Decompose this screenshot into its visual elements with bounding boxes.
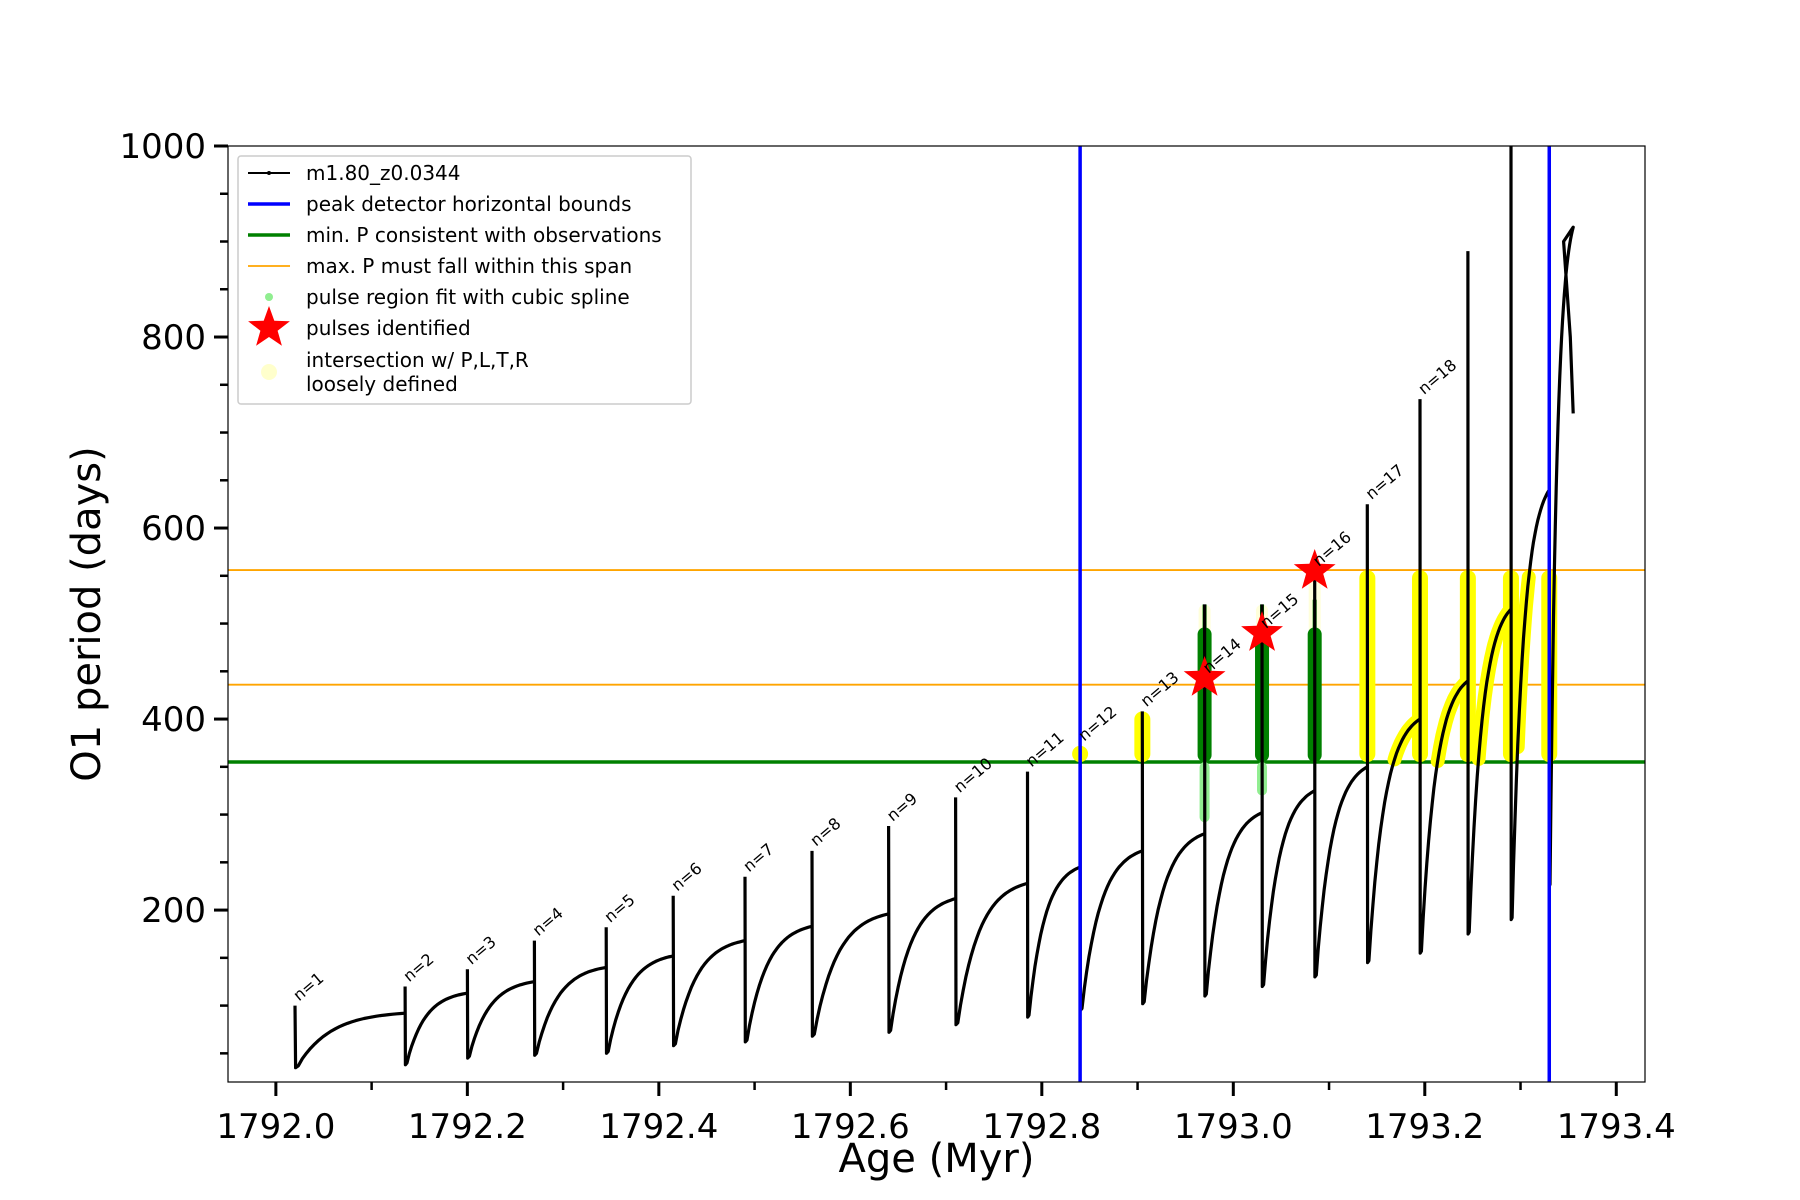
model-track-segment-17	[1365, 504, 1421, 965]
model-track-segment-9	[887, 825, 957, 1034]
legend-label-2: peak detector horizontal bounds	[306, 192, 632, 216]
y-tick-label-2: 600	[141, 509, 206, 549]
legend-label-5: pulse region fit with cubic spline	[306, 285, 630, 309]
y-tick-label-1: 400	[141, 700, 206, 740]
x-tick-label-2: 1792.4	[599, 1107, 718, 1147]
x-tick-label-6: 1793.2	[1365, 1107, 1484, 1147]
legend-label-4: max. P must fall within this span	[306, 254, 632, 278]
model-track-segment-5	[604, 927, 674, 1055]
model-track-segment-6	[671, 895, 746, 1048]
model-track-segment-19	[1466, 251, 1513, 936]
y-tick-label-3: 800	[141, 318, 206, 358]
legend-label-3: min. P consistent with observations	[306, 223, 662, 247]
plot-frame	[227, 145, 1646, 1083]
model-track-segment-12	[1078, 745, 1143, 1012]
model-track-segment-1	[293, 1005, 406, 1070]
identified-pulse-stars	[1183, 549, 1336, 696]
pulse-star-16	[1293, 549, 1336, 589]
model-track-segment-13	[1140, 711, 1206, 1006]
legend-box	[237, 155, 692, 405]
pulse-star-15	[1241, 611, 1283, 651]
model-track-segment-10	[954, 797, 1028, 1027]
x-axis-title: Age (Myr)	[839, 1136, 1035, 1182]
y-axis-title: O1 period (days)	[64, 446, 110, 781]
legend-handle-spline	[265, 293, 273, 301]
horizontal-reference-lines	[228, 569, 1645, 764]
axes: 1792.0 1792.2 1792.4 1792.6 1792.8 1793.0 1793…	[119, 127, 1675, 1147]
model-track-segment-3	[465, 969, 535, 1060]
y-tick-label-4: 1000	[119, 127, 206, 167]
legend-label-1: m1.80_z0.0344	[306, 161, 461, 185]
model-track-segment-8	[810, 850, 889, 1038]
legend-label-7: intersection w/ P,L,T,R loosely defined	[306, 348, 529, 396]
model-track-segment-15	[1260, 604, 1316, 989]
model-track-segment-14	[1203, 604, 1263, 998]
peak-detector-bounds	[1078, 146, 1552, 1082]
legend-handle-model-dot	[267, 171, 271, 175]
model-track-segment-11	[1025, 771, 1081, 1019]
x-tick-label-4: 1792.8	[982, 1107, 1101, 1147]
legend-label-6: pulses identified	[306, 316, 471, 340]
model-track-segment-16	[1313, 570, 1369, 979]
x-tick-label-0: 1792.0	[216, 1107, 335, 1147]
model-track-segment-2	[403, 986, 468, 1067]
model-track-segment-7	[743, 876, 813, 1044]
legend-handle-loose	[261, 364, 277, 380]
model-track-segment-18	[1418, 399, 1469, 955]
model-track-segment-4	[532, 940, 607, 1057]
x-tick-label-1: 1792.2	[408, 1107, 527, 1147]
x-tick-label-7: 1793.4	[1557, 1107, 1676, 1147]
x-tick-label-3: 1792.6	[791, 1107, 910, 1147]
pulse-star-14	[1183, 656, 1226, 696]
y-tick-label-0: 200	[141, 891, 206, 931]
x-tick-label-5: 1793.0	[1174, 1107, 1293, 1147]
legend-handle-star	[248, 306, 290, 346]
model-track-segment-21	[1547, 145, 1575, 888]
model-track-curve	[293, 145, 1575, 1070]
model-track-segment-20	[1509, 145, 1551, 922]
